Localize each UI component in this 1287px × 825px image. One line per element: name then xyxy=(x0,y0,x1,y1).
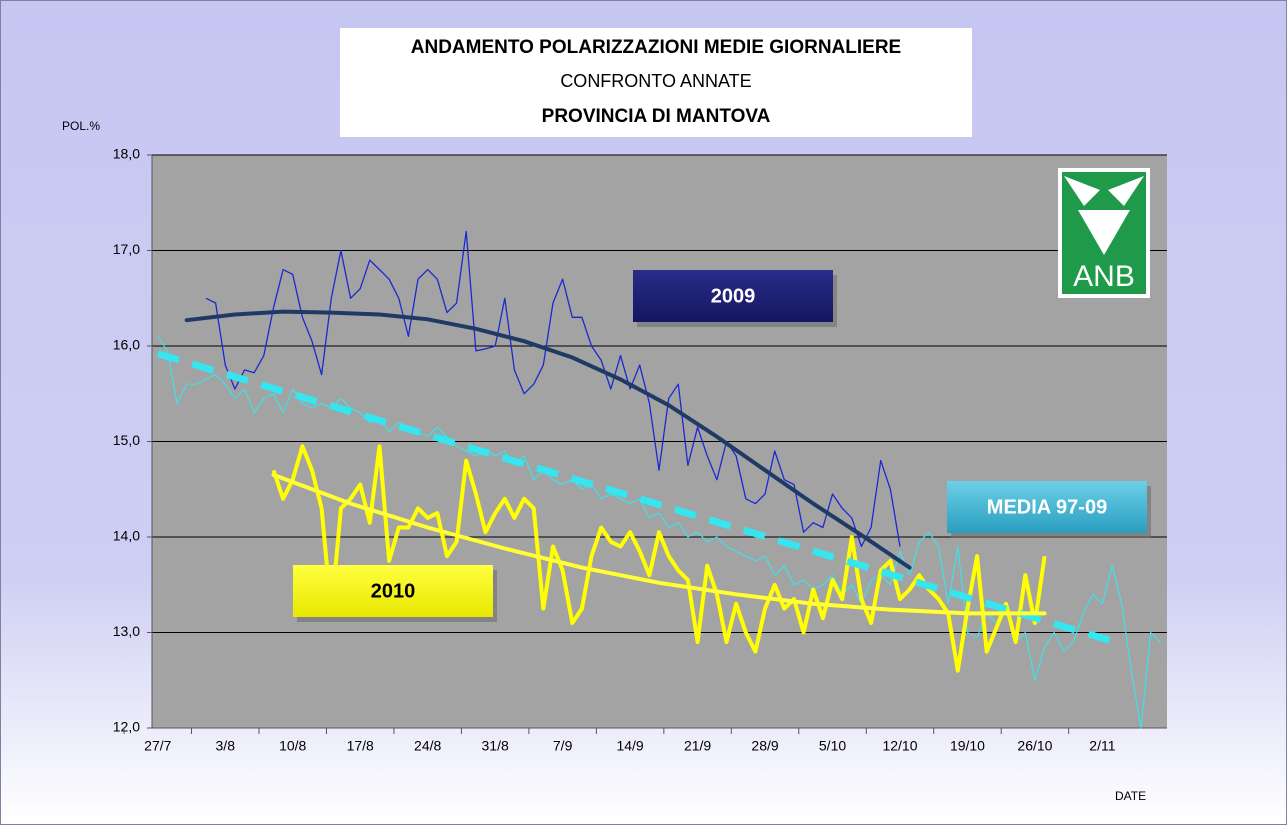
trend-line xyxy=(184,309,912,570)
legend-box xyxy=(293,565,493,617)
x-tick-label: 14/9 xyxy=(616,738,643,754)
x-axis-label: DATE xyxy=(1115,789,1146,803)
logo-icon xyxy=(1064,176,1144,255)
y-tick-label: 12,0 xyxy=(113,719,140,735)
data-line xyxy=(205,230,901,548)
trend-line xyxy=(156,350,1123,648)
x-tick-label: 26/10 xyxy=(1017,738,1052,754)
x-tick-label: 7/9 xyxy=(553,738,573,754)
chart-title: ANDAMENTO POLARIZZAZIONI MEDIE GIORNALIE… xyxy=(411,37,901,58)
title-box xyxy=(340,28,972,137)
data-line xyxy=(271,444,1047,673)
data-line xyxy=(157,336,1161,729)
logo: ANB xyxy=(1058,168,1150,298)
x-tick-label: 3/8 xyxy=(216,738,236,754)
x-tick-label: 5/10 xyxy=(819,738,846,754)
y-axis-label: POL.% xyxy=(62,119,100,133)
x-tick-label: 10/8 xyxy=(279,738,306,754)
x-tick-label: 2/11 xyxy=(1089,738,1115,754)
x-tick-label: 19/10 xyxy=(950,738,985,754)
x-tick-label: 31/8 xyxy=(482,738,509,754)
x-tick-label: 24/8 xyxy=(414,738,441,754)
y-tick-label: 17,0 xyxy=(113,241,140,257)
legend-label: MEDIA 97-09 xyxy=(987,496,1107,518)
x-tick-label: 17/8 xyxy=(347,738,374,754)
legend-box xyxy=(947,481,1147,533)
chart-subtitle: PROVINCIA DI MANTOVA xyxy=(542,106,771,127)
trend-line xyxy=(271,472,1047,616)
legend-label: 2009 xyxy=(711,285,756,307)
y-tick-label: 14,0 xyxy=(113,528,140,544)
logo-text: ANB xyxy=(1073,260,1135,293)
chart-subtitle: CONFRONTO ANNATE xyxy=(560,71,751,91)
y-tick-label: 15,0 xyxy=(113,432,140,448)
y-tick-label: 13,0 xyxy=(113,623,140,639)
legend-label: 2010 xyxy=(371,580,416,602)
y-tick-label: 16,0 xyxy=(113,337,140,353)
legend-box xyxy=(633,270,833,322)
x-tick-label: 21/9 xyxy=(684,738,711,754)
x-tick-label: 28/9 xyxy=(751,738,778,754)
x-tick-label: 27/7 xyxy=(144,738,171,754)
x-tick-label: 12/10 xyxy=(882,738,917,754)
y-tick-label: 18,0 xyxy=(113,146,140,162)
